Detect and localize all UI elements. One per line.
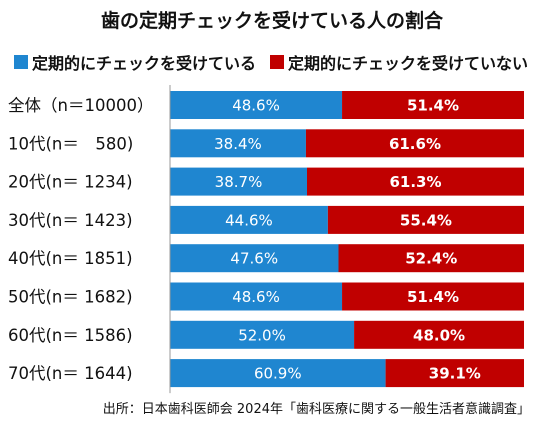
- bar-segment-checked: [170, 359, 386, 388]
- category-label: 10代(n＝ 580): [8, 134, 133, 153]
- data-label: 47.6%: [230, 250, 278, 268]
- legend-item-checked: 定期的にチェックを受けている: [14, 50, 256, 74]
- data-label: 48.6%: [232, 288, 280, 306]
- chart-title: 歯の定期チェックを受けている人の割合: [100, 10, 443, 32]
- bar-segment-checked: [170, 205, 328, 234]
- source-note: 出所：日本歯科医師会 2024年「歯科医療に関する一般生活者意識調査」: [102, 402, 530, 417]
- category-label: 40代(n＝ 1851): [8, 249, 133, 268]
- bar-segment-not-checked: [338, 244, 524, 273]
- data-label: 38.4%: [214, 135, 262, 153]
- data-label: 55.4%: [400, 211, 452, 229]
- category-label: 全体（n＝10000）: [8, 96, 153, 115]
- category-label: 50代(n＝ 1682): [8, 288, 133, 307]
- bar-segment-not-checked: [354, 320, 524, 349]
- category-label: 70代(n＝ 1644): [8, 364, 133, 383]
- data-label: 61.3%: [389, 173, 441, 191]
- bar-segment-not-checked: [305, 129, 524, 158]
- data-label: 52.0%: [238, 326, 286, 344]
- category-label: 20代(n＝ 1234): [8, 173, 133, 192]
- data-label: 60.9%: [254, 365, 302, 383]
- data-label: 48.0%: [413, 326, 465, 344]
- bar-segment-checked: [170, 244, 339, 273]
- data-label: 38.7%: [215, 173, 263, 191]
- bar-segment-checked: [170, 167, 307, 196]
- data-label: 51.4%: [407, 288, 459, 306]
- chart-legend: 定期的にチェックを受けている 定期的にチェックを受けていない: [14, 50, 534, 74]
- legend-swatch-not-checked: [270, 55, 285, 69]
- bar-segment-checked: [170, 129, 306, 158]
- bar-segment-not-checked: [342, 282, 524, 311]
- bar-segment-not-checked: [307, 167, 524, 196]
- bar-segment-not-checked: [342, 91, 524, 119]
- bar-segment-not-checked: [385, 359, 524, 388]
- data-label: 61.6%: [389, 135, 441, 153]
- legend-label-not-checked: 定期的にチェックを受けていない: [288, 54, 529, 73]
- data-label: 39.1%: [429, 365, 481, 383]
- bar-segment-checked: [170, 320, 355, 349]
- data-label: 51.4%: [407, 97, 459, 115]
- bar-segment-checked: [170, 91, 343, 119]
- data-label: 44.6%: [225, 211, 273, 229]
- bar-segment-not-checked: [327, 205, 524, 234]
- legend-swatch-checked: [14, 55, 28, 69]
- category-label: 60代(n＝ 1586): [8, 326, 133, 345]
- category-label: 30代(n＝ 1423): [8, 211, 133, 230]
- legend-label-checked: 定期的にチェックを受けている: [32, 54, 257, 73]
- data-label: 48.6%: [232, 97, 280, 115]
- legend-item-not-checked: 定期的にチェックを受けていない: [270, 50, 528, 74]
- bar-segment-checked: [170, 282, 343, 311]
- data-label: 52.4%: [405, 250, 457, 268]
